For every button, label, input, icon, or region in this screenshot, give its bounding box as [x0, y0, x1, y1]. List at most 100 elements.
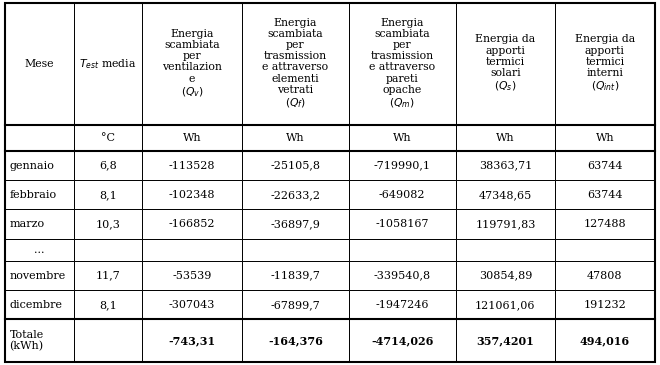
- Bar: [555, 180, 655, 210]
- Text: Wh: Wh: [393, 133, 411, 143]
- Bar: [455, 239, 555, 261]
- Text: -113528: -113528: [169, 161, 215, 171]
- Bar: [555, 290, 655, 319]
- Bar: [555, 239, 655, 261]
- Text: Energia
scambiata
per
trasmission
e attraverso
elementi
vetrati
$(Q_f)$: Energia scambiata per trasmission e attr…: [262, 18, 329, 110]
- Text: 127488: 127488: [583, 219, 626, 229]
- Bar: [5, 210, 74, 239]
- Text: Mese: Mese: [25, 59, 54, 69]
- Bar: [74, 180, 143, 210]
- Text: Wh: Wh: [595, 133, 614, 143]
- Bar: [74, 125, 143, 151]
- Text: Wh: Wh: [286, 133, 305, 143]
- Bar: [348, 210, 455, 239]
- Text: Energia
scambiata
per
ventilazion
e
$(Q_v)$: Energia scambiata per ventilazion e $(Q_…: [162, 29, 222, 99]
- Bar: [455, 151, 555, 180]
- Text: -1947246: -1947246: [376, 300, 429, 310]
- Text: -53539: -53539: [172, 270, 212, 281]
- Text: Wh: Wh: [183, 133, 201, 143]
- Bar: [74, 210, 143, 239]
- Text: -4714,026: -4714,026: [371, 335, 434, 346]
- Bar: [143, 125, 242, 151]
- Bar: [5, 290, 74, 319]
- Text: marzo: marzo: [9, 219, 44, 229]
- Bar: [5, 125, 74, 151]
- Text: -339540,8: -339540,8: [374, 270, 431, 281]
- Bar: [455, 180, 555, 210]
- Text: °C: °C: [101, 133, 115, 143]
- Bar: [74, 261, 143, 290]
- Bar: [555, 3, 655, 125]
- Bar: [143, 261, 242, 290]
- Text: gennaio: gennaio: [9, 161, 54, 171]
- Text: -743,31: -743,31: [168, 335, 216, 346]
- Bar: [143, 3, 242, 125]
- Text: 8,1: 8,1: [99, 300, 117, 310]
- Text: febbraio: febbraio: [9, 190, 57, 200]
- Bar: [455, 290, 555, 319]
- Text: Wh: Wh: [496, 133, 515, 143]
- Bar: [555, 125, 655, 151]
- Text: -25105,8: -25105,8: [271, 161, 320, 171]
- Bar: [242, 210, 348, 239]
- Text: -1058167: -1058167: [376, 219, 429, 229]
- Text: Energia da
apporti
termici
solari
$(Q_s)$: Energia da apporti termici solari $(Q_s)…: [475, 34, 535, 93]
- Bar: [242, 3, 348, 125]
- Bar: [74, 239, 143, 261]
- Bar: [143, 290, 242, 319]
- Text: 11,7: 11,7: [96, 270, 121, 281]
- Bar: [555, 151, 655, 180]
- Bar: [5, 151, 74, 180]
- Text: dicembre: dicembre: [9, 300, 63, 310]
- Text: 38363,71: 38363,71: [478, 161, 532, 171]
- Text: Energia da
apporti
termici
interni
$(Q_{int})$: Energia da apporti termici interni $(Q_{…: [575, 34, 635, 93]
- Bar: [74, 290, 143, 319]
- Bar: [348, 3, 455, 125]
- Text: novembre: novembre: [9, 270, 65, 281]
- Text: -11839,7: -11839,7: [271, 270, 320, 281]
- Text: -649082: -649082: [379, 190, 426, 200]
- Text: 10,3: 10,3: [96, 219, 121, 229]
- Bar: [348, 125, 455, 151]
- Bar: [5, 3, 74, 125]
- Bar: [348, 290, 455, 319]
- Bar: [348, 319, 455, 362]
- Bar: [242, 180, 348, 210]
- Text: 47808: 47808: [587, 270, 622, 281]
- Text: 357,4201: 357,4201: [477, 335, 534, 346]
- Bar: [242, 261, 348, 290]
- Text: -22633,2: -22633,2: [271, 190, 320, 200]
- Text: 47348,65: 47348,65: [478, 190, 532, 200]
- Text: 30854,89: 30854,89: [478, 270, 532, 281]
- Text: -36897,9: -36897,9: [271, 219, 320, 229]
- Bar: [74, 3, 143, 125]
- Bar: [348, 261, 455, 290]
- Bar: [5, 261, 74, 290]
- Text: -102348: -102348: [169, 190, 215, 200]
- Bar: [143, 180, 242, 210]
- Text: 63744: 63744: [587, 190, 622, 200]
- Text: -307043: -307043: [169, 300, 215, 310]
- Bar: [455, 261, 555, 290]
- Bar: [555, 319, 655, 362]
- Text: 121061,06: 121061,06: [475, 300, 536, 310]
- Bar: [143, 151, 242, 180]
- Text: 494,016: 494,016: [580, 335, 630, 346]
- Text: ...: ...: [34, 245, 45, 255]
- Bar: [455, 210, 555, 239]
- Text: Totale
(kWh): Totale (kWh): [9, 330, 44, 351]
- Bar: [143, 210, 242, 239]
- Text: -67899,7: -67899,7: [271, 300, 320, 310]
- Text: -719990,1: -719990,1: [374, 161, 431, 171]
- Bar: [74, 319, 143, 362]
- Bar: [348, 180, 455, 210]
- Bar: [242, 319, 348, 362]
- Bar: [555, 261, 655, 290]
- Bar: [5, 319, 74, 362]
- Text: $T_{est}$ media: $T_{est}$ media: [79, 57, 137, 71]
- Bar: [242, 125, 348, 151]
- Text: -164,376: -164,376: [268, 335, 323, 346]
- Bar: [348, 239, 455, 261]
- Text: 8,1: 8,1: [99, 190, 117, 200]
- Bar: [5, 180, 74, 210]
